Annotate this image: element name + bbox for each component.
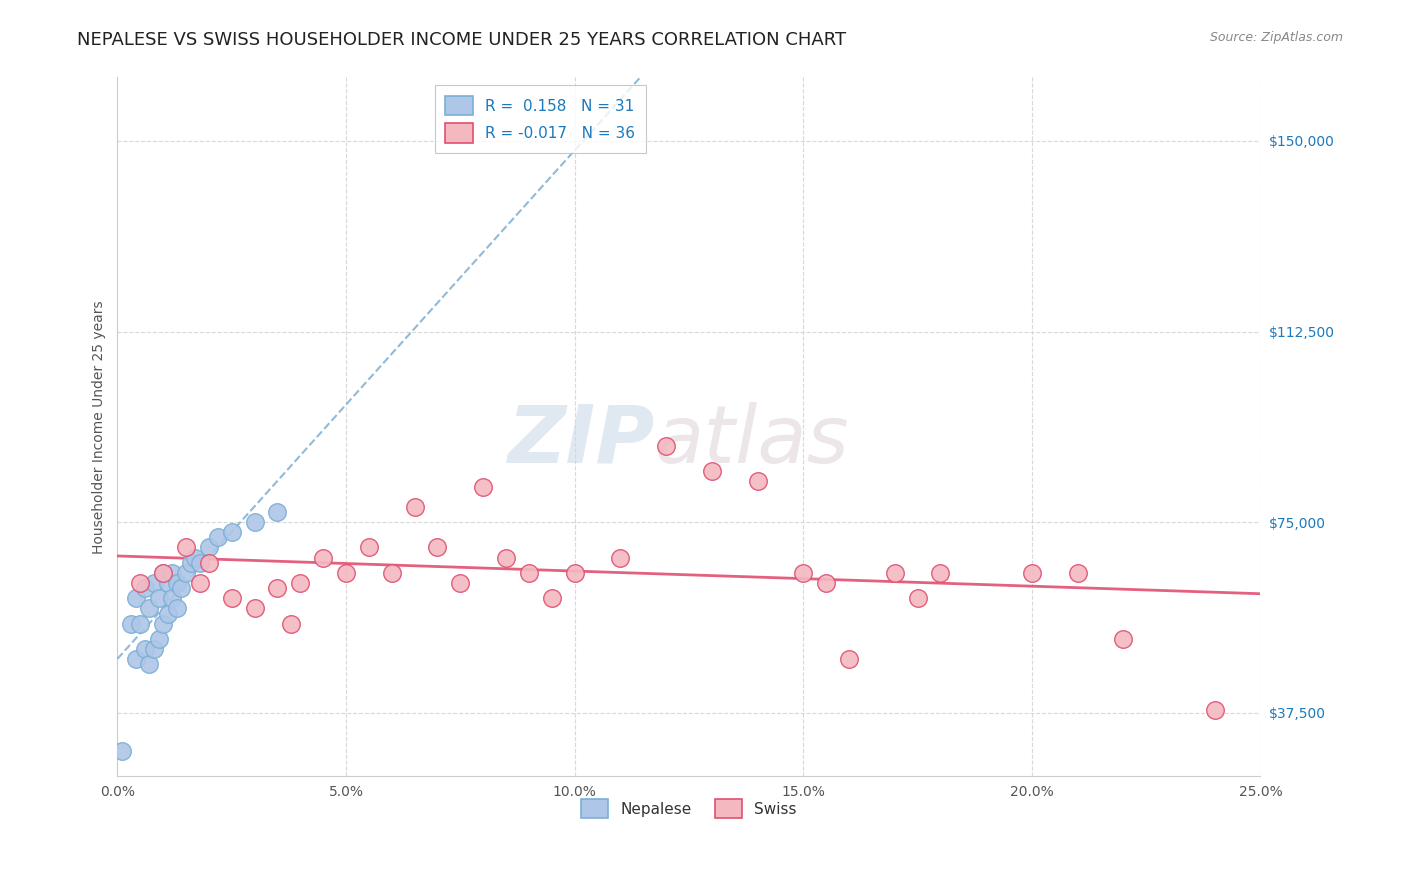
Point — [166, 601, 188, 615]
Point — [170, 581, 193, 595]
Point — [266, 581, 288, 595]
Point — [404, 500, 426, 514]
Point — [174, 541, 197, 555]
Point — [312, 550, 335, 565]
Point — [747, 475, 769, 489]
Point — [517, 566, 540, 580]
Point — [148, 591, 170, 606]
Point — [143, 576, 166, 591]
Point — [426, 541, 449, 555]
Point — [184, 550, 207, 565]
Point — [125, 591, 148, 606]
Point — [152, 566, 174, 580]
Point — [883, 566, 905, 580]
Point — [609, 550, 631, 565]
Point — [156, 607, 179, 621]
Point — [207, 530, 229, 544]
Point — [792, 566, 814, 580]
Text: atlas: atlas — [655, 401, 849, 480]
Y-axis label: Householder Income Under 25 years: Householder Income Under 25 years — [93, 300, 107, 554]
Point — [188, 556, 211, 570]
Point — [120, 616, 142, 631]
Point — [111, 744, 134, 758]
Point — [564, 566, 586, 580]
Point — [138, 657, 160, 672]
Point — [138, 601, 160, 615]
Point — [266, 505, 288, 519]
Point — [1112, 632, 1135, 646]
Point — [129, 576, 152, 591]
Point — [280, 616, 302, 631]
Point — [540, 591, 562, 606]
Point — [1204, 703, 1226, 717]
Point — [129, 616, 152, 631]
Point — [1021, 566, 1043, 580]
Point — [134, 581, 156, 595]
Point — [815, 576, 838, 591]
Point — [125, 652, 148, 666]
Point — [188, 576, 211, 591]
Point — [700, 464, 723, 478]
Point — [243, 601, 266, 615]
Point — [174, 566, 197, 580]
Text: ZIP: ZIP — [508, 401, 655, 480]
Text: NEPALESE VS SWISS HOUSEHOLDER INCOME UNDER 25 YEARS CORRELATION CHART: NEPALESE VS SWISS HOUSEHOLDER INCOME UND… — [77, 31, 846, 49]
Point — [655, 439, 678, 453]
Point — [290, 576, 312, 591]
Point — [335, 566, 357, 580]
Point — [198, 556, 221, 570]
Point — [472, 479, 495, 493]
Point — [907, 591, 929, 606]
Point — [152, 566, 174, 580]
Point — [198, 541, 221, 555]
Point — [1066, 566, 1088, 580]
Legend: Nepalese, Swiss: Nepalese, Swiss — [575, 793, 803, 824]
Point — [449, 576, 471, 591]
Point — [180, 556, 202, 570]
Point — [156, 576, 179, 591]
Point — [381, 566, 404, 580]
Text: Source: ZipAtlas.com: Source: ZipAtlas.com — [1209, 31, 1343, 45]
Point — [495, 550, 517, 565]
Point — [148, 632, 170, 646]
Point — [152, 616, 174, 631]
Point — [838, 652, 860, 666]
Point — [162, 566, 184, 580]
Point — [221, 525, 243, 540]
Point — [221, 591, 243, 606]
Point — [243, 515, 266, 529]
Point — [929, 566, 952, 580]
Point — [162, 591, 184, 606]
Point — [134, 642, 156, 657]
Point — [166, 576, 188, 591]
Point — [357, 541, 380, 555]
Point — [143, 642, 166, 657]
